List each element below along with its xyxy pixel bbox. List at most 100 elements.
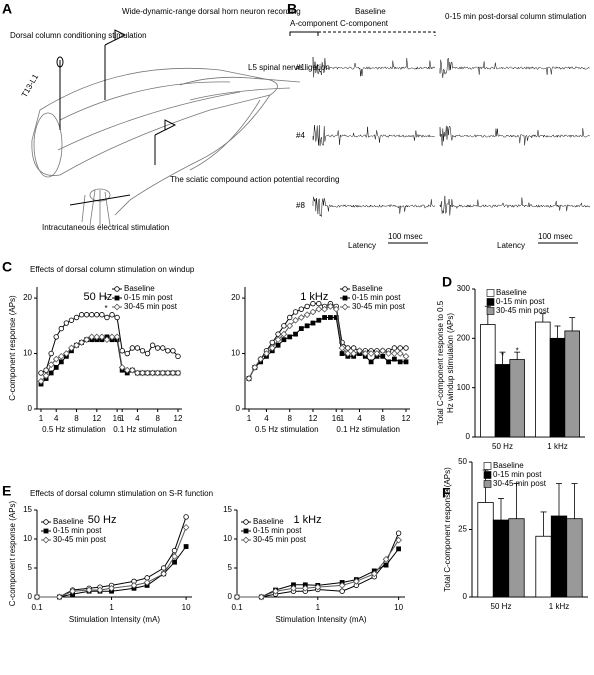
x-tick-label: 10 — [394, 603, 403, 612]
label: Dorsal column conditioning stimulation — [10, 31, 147, 40]
marker — [396, 546, 402, 552]
legend-label: 30-45 min post — [53, 535, 107, 544]
x-tick-label: 50 Hz — [492, 442, 513, 451]
x-tick-label: 12 — [92, 414, 101, 423]
bar — [550, 515, 568, 598]
marker — [114, 314, 120, 321]
bar — [480, 324, 496, 438]
bar — [535, 321, 551, 438]
x-section-label: 0.5 Hz stimulation — [42, 425, 106, 434]
y-axis-label: C-component response (APs) — [8, 295, 17, 401]
legend-label: 0-15 min post — [352, 293, 401, 302]
bar — [492, 519, 510, 598]
marker — [275, 331, 281, 337]
heading: Effects of dorsal column stimulation on … — [30, 265, 195, 274]
marker — [139, 348, 146, 354]
label: Latency — [497, 241, 525, 250]
marker — [73, 314, 80, 321]
x-tick-label: 0.1 — [31, 603, 43, 612]
marker — [183, 544, 189, 549]
marker — [395, 530, 402, 536]
legend-marker — [342, 295, 348, 301]
marker — [281, 337, 287, 343]
marker — [391, 356, 397, 362]
bar — [549, 337, 566, 438]
legend-label: 0-15 min post — [496, 297, 545, 306]
x-tick-label: 4 — [54, 414, 59, 423]
marker — [391, 345, 398, 351]
marker — [370, 570, 378, 578]
y-tick-label: 100 — [457, 383, 471, 392]
marker — [327, 303, 334, 310]
marker — [352, 577, 360, 585]
marker — [301, 584, 309, 592]
marker — [118, 364, 126, 371]
marker — [93, 333, 101, 341]
x-tick-label: 1 — [120, 414, 125, 423]
marker — [251, 364, 259, 371]
marker — [149, 369, 156, 377]
marker — [314, 583, 322, 591]
marker — [58, 325, 64, 332]
legend-label: Baseline — [493, 461, 524, 470]
marker — [56, 593, 63, 601]
marker — [170, 348, 176, 354]
legend-marker — [113, 303, 121, 311]
marker — [154, 369, 162, 377]
marker — [149, 342, 156, 348]
y-tick-label: 5 — [228, 563, 233, 572]
marker — [350, 350, 358, 357]
marker — [183, 514, 189, 520]
marker — [83, 336, 91, 344]
label: 100 msec — [538, 232, 573, 241]
marker — [245, 375, 253, 382]
marker — [128, 366, 136, 374]
marker — [269, 339, 275, 346]
legend-swatch — [486, 307, 495, 315]
marker — [298, 326, 304, 331]
panel-label: E — [2, 483, 11, 499]
marker — [58, 359, 64, 365]
x-tick-label: 50 Hz — [491, 602, 512, 611]
marker — [47, 361, 55, 369]
legend-swatch — [483, 480, 492, 488]
marker — [233, 593, 241, 601]
marker — [379, 347, 387, 355]
marker — [108, 584, 115, 592]
bar — [494, 364, 511, 438]
legend-label: 30-45 min post — [493, 479, 547, 488]
marker — [104, 314, 110, 321]
label: A-component — [290, 19, 338, 28]
marker — [380, 353, 386, 359]
panel-label: A — [2, 1, 12, 17]
label: The sciatic compound action potential re… — [170, 175, 339, 184]
marker — [160, 565, 167, 571]
legend-label: 30-45 min post — [124, 302, 178, 311]
y-tick-label: 15 — [223, 505, 232, 514]
marker — [83, 312, 90, 318]
label: Wide-dynamic-range dorsal horn neuron re… — [122, 7, 301, 16]
legend-marker — [43, 528, 49, 534]
bracket — [289, 31, 319, 36]
trace — [439, 57, 590, 79]
marker — [33, 593, 41, 601]
chart-title: 1 kHz — [293, 514, 321, 526]
x-axis-label: Stimulation Intensity (mA) — [275, 615, 366, 624]
marker — [52, 355, 60, 363]
y-tick-label: 20 — [23, 293, 32, 302]
marker — [53, 365, 59, 370]
marker — [57, 352, 65, 360]
y-tick-label: 0 — [466, 432, 471, 441]
x-tick-label: 8 — [74, 414, 79, 423]
trace — [312, 56, 436, 78]
x-tick-label: 12 — [174, 414, 183, 423]
marker — [103, 336, 111, 344]
legend-label: 30-45 min post — [253, 535, 307, 544]
marker — [356, 347, 363, 355]
y-tick-label: 0 — [228, 592, 233, 601]
marker — [290, 584, 297, 592]
marker — [391, 350, 398, 357]
label: 100 msec — [388, 232, 423, 241]
marker — [280, 330, 288, 338]
